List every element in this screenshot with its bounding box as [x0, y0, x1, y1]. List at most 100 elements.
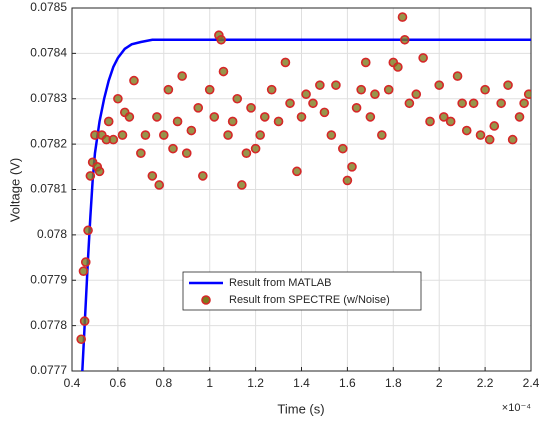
plot-layer — [76, 12, 531, 371]
scatter-point — [227, 116, 238, 127]
scatter-point — [78, 266, 89, 276]
scatter-point — [296, 112, 307, 122]
x-multiplier: ×10⁻⁴ — [502, 402, 531, 414]
legend-swatch — [201, 295, 211, 305]
line — [81, 38, 531, 371]
y-tick-label: 0.0783 — [30, 91, 67, 105]
scatter-point — [80, 257, 91, 267]
scatter-point — [397, 12, 408, 22]
scatter-point — [186, 125, 197, 136]
scatter-point — [319, 107, 330, 118]
scatter-point — [404, 98, 415, 109]
scatter-point — [246, 103, 256, 113]
scatter-point — [266, 84, 277, 95]
y-tick-label: 0.0777 — [30, 363, 67, 377]
scatter-point — [280, 57, 291, 68]
scatter-point — [209, 112, 220, 122]
scatter-point — [108, 134, 119, 145]
x-tick-label: 2.2 — [477, 376, 494, 390]
scatter-point — [198, 171, 208, 181]
scatter-point — [204, 84, 215, 95]
scatter-point — [523, 89, 531, 100]
scatter-point — [152, 112, 162, 122]
scatter-point — [113, 93, 123, 104]
scatter-point — [124, 112, 135, 122]
scatter-point — [218, 66, 229, 77]
scatter-point — [181, 148, 192, 158]
scatter-point — [83, 225, 93, 236]
scatter-point — [147, 171, 158, 181]
legend-label: Result from SPECTRE (w/Noise) — [229, 294, 390, 306]
scatter-point — [370, 89, 380, 100]
y-tick-label: 0.0778 — [30, 318, 67, 332]
scatter-point — [342, 175, 353, 186]
scatter-point — [351, 103, 362, 113]
scatter-point — [438, 112, 449, 122]
scatter-point — [377, 130, 387, 140]
scatter-point — [223, 130, 233, 140]
legend-box — [182, 271, 422, 311]
scatter-point — [418, 53, 428, 63]
scatter-point — [360, 57, 371, 68]
scatter-point — [507, 134, 518, 145]
x-tick-label: 0.8 — [155, 376, 172, 390]
scatter-point — [163, 84, 174, 95]
scatter-point — [315, 80, 325, 90]
scatter-point — [250, 143, 261, 154]
scatter-point — [503, 80, 513, 90]
y-tick-label: 0.0782 — [30, 136, 67, 150]
scatter-point — [326, 130, 337, 140]
scatter-point — [514, 112, 525, 122]
scatter-point — [172, 116, 183, 127]
scatter-point — [292, 166, 302, 177]
x-tick-label: 1 — [206, 376, 213, 390]
scatter-point — [338, 143, 348, 154]
scatter-point — [480, 84, 490, 95]
scatter-point — [425, 116, 435, 127]
y-tick-label: 0.078 — [37, 227, 67, 241]
x-tick-label: 0.4 — [64, 376, 81, 390]
scatter-point — [103, 116, 114, 127]
scatter-point — [452, 71, 463, 81]
y-tick-label: 0.0784 — [30, 46, 67, 60]
scatter-point — [193, 103, 204, 113]
x-tick-label: 1.2 — [247, 376, 264, 390]
scatter-point — [79, 316, 90, 326]
axes-box — [71, 7, 532, 372]
scatter-point — [94, 166, 105, 177]
scatter-point — [136, 148, 146, 158]
scatter-point — [489, 121, 500, 131]
scatter-point — [154, 180, 165, 190]
scatter-point — [85, 171, 96, 181]
scatter-point — [273, 116, 284, 127]
scatter-point — [468, 98, 479, 109]
scatter-point — [259, 112, 270, 122]
scatter-point — [496, 98, 506, 109]
scatter-point — [301, 89, 311, 100]
scatter-point — [434, 80, 445, 90]
scatter-point — [159, 130, 169, 140]
scatter-point — [168, 143, 178, 154]
scatter-point — [356, 84, 366, 95]
scatter-point — [285, 98, 295, 109]
scatter-point — [484, 134, 495, 145]
scatter-point — [117, 130, 128, 140]
y-axis-label: Voltage (V) — [7, 158, 22, 222]
scatter-point — [461, 125, 472, 136]
x-tick-label: 1.8 — [385, 376, 402, 390]
legend-label: Result from MATLAB — [229, 277, 332, 289]
scatter-point — [331, 80, 341, 90]
scatter-point — [393, 62, 403, 72]
scatter-point — [383, 84, 394, 95]
scatter-point — [308, 98, 318, 109]
scatter-point — [399, 34, 410, 45]
scatter-point — [475, 130, 486, 140]
y-tick-label: 0.0785 — [30, 0, 67, 14]
x-tick-label: 2.4 — [523, 376, 540, 390]
scatter-point — [241, 148, 252, 158]
y-tick-label: 0.0779 — [30, 272, 67, 286]
y-tick-label: 0.0781 — [30, 182, 67, 196]
scatter-point — [365, 112, 376, 122]
scatter-point — [232, 93, 243, 104]
